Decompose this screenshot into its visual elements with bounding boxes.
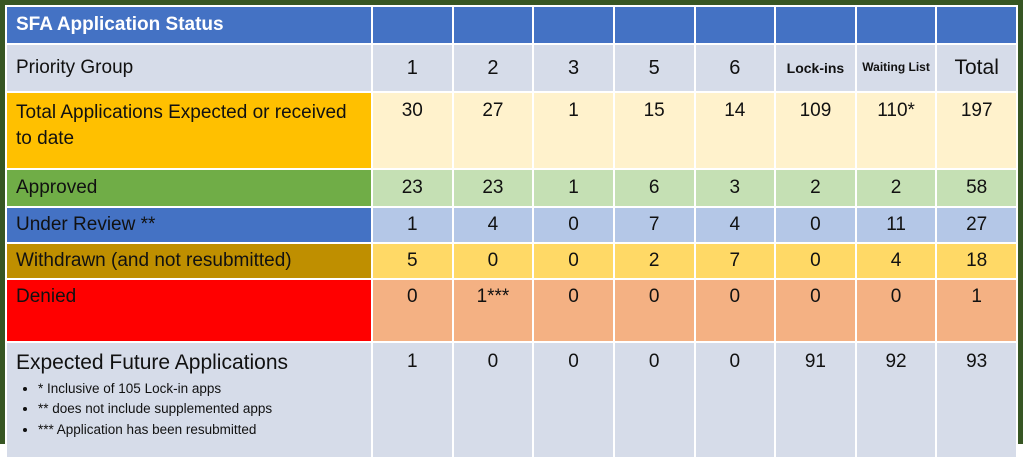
column-header: 1	[371, 43, 454, 93]
status-table: SFA Application Status Priority Group 1 …	[5, 5, 1018, 459]
table-row-denied: Denied 0 1*** 0 0 0 0 0 1	[5, 278, 1018, 343]
footnote: ** does not include supplemented apps	[38, 399, 367, 419]
cell: 0	[854, 278, 938, 343]
cell: 4	[451, 206, 535, 244]
cell: 7	[693, 242, 777, 280]
table-row-total-applications: Total Applications Expected or received …	[5, 91, 1018, 170]
cell: 1	[371, 341, 454, 459]
cell: 0	[532, 341, 615, 459]
title-spacer-cell	[612, 5, 696, 45]
cell: 0	[612, 278, 696, 343]
cell: 0	[451, 242, 535, 280]
table-row-approved: Approved 23 23 1 6 3 2 2 58	[5, 168, 1018, 208]
title-spacer-cell	[774, 5, 857, 45]
cell: 0	[532, 278, 615, 343]
column-header-total: Total	[935, 43, 1018, 93]
cell: 2	[612, 242, 696, 280]
footnote: *** Application has been resubmitted	[38, 420, 367, 440]
sfa-application-status-table: SFA Application Status Priority Group 1 …	[0, 0, 1023, 444]
cell: 1	[371, 206, 454, 244]
cell: 0	[532, 206, 615, 244]
table-row-priority-group: Priority Group 1 2 3 5 6 Lock-ins Waitin…	[5, 43, 1018, 93]
cell: 58	[935, 168, 1018, 208]
column-header: 6	[693, 43, 777, 93]
footnote-list: * Inclusive of 105 Lock-in apps ** does …	[16, 379, 367, 440]
cell: 15	[612, 91, 696, 170]
cell: 27	[451, 91, 535, 170]
cell: 14	[693, 91, 777, 170]
row-label-withdrawn: Withdrawn (and not resubmitted)	[5, 242, 373, 280]
row-label-total-applications: Total Applications Expected or received …	[5, 91, 373, 170]
cell: 18	[935, 242, 1018, 280]
cell: 0	[451, 341, 535, 459]
cell: 5	[371, 242, 454, 280]
title-spacer-cell	[854, 5, 938, 45]
cell: 197	[935, 91, 1018, 170]
row-label-expected-future: Expected Future Applications * Inclusive…	[5, 341, 373, 459]
cell: 7	[612, 206, 696, 244]
cell: 11	[854, 206, 938, 244]
table-title: SFA Application Status	[5, 5, 373, 45]
column-header: 3	[532, 43, 615, 93]
column-header-lock-ins: Lock-ins	[774, 43, 857, 93]
table-row-withdrawn: Withdrawn (and not resubmitted) 5 0 0 2 …	[5, 242, 1018, 280]
cell: 30	[371, 91, 454, 170]
cell: 4	[854, 242, 938, 280]
cell: 1	[935, 278, 1018, 343]
column-header: 2	[451, 43, 535, 93]
cell: 0	[774, 242, 857, 280]
cell: 23	[451, 168, 535, 208]
column-header-waiting-list: Waiting List	[854, 43, 938, 93]
cell: 2	[774, 168, 857, 208]
expected-future-label: Expected Future Applications	[16, 351, 288, 374]
cell: 23	[371, 168, 454, 208]
row-label-denied: Denied	[5, 278, 373, 343]
cell: 3	[693, 168, 777, 208]
cell: 0	[612, 341, 696, 459]
cell: 1***	[451, 278, 535, 343]
cell: 109	[774, 91, 857, 170]
cell: 0	[693, 278, 777, 343]
title-spacer-cell	[371, 5, 454, 45]
cell: 110*	[854, 91, 938, 170]
cell: 0	[371, 278, 454, 343]
table-row-expected-future: Expected Future Applications * Inclusive…	[5, 341, 1018, 459]
cell: 1	[532, 91, 615, 170]
cell: 27	[935, 206, 1018, 244]
row-label-under-review: Under Review **	[5, 206, 373, 244]
title-spacer-cell	[532, 5, 615, 45]
title-spacer-cell	[693, 5, 777, 45]
column-header: 5	[612, 43, 696, 93]
cell: 91	[774, 341, 857, 459]
table-row-title: SFA Application Status	[5, 5, 1018, 45]
cell: 2	[854, 168, 938, 208]
table-row-under-review: Under Review ** 1 4 0 7 4 0 11 27	[5, 206, 1018, 244]
title-spacer-cell	[935, 5, 1018, 45]
cell: 0	[693, 341, 777, 459]
cell: 92	[854, 341, 938, 459]
cell: 93	[935, 341, 1018, 459]
cell: 0	[774, 206, 857, 244]
title-spacer-cell	[451, 5, 535, 45]
row-label-approved: Approved	[5, 168, 373, 208]
cell: 1	[532, 168, 615, 208]
footnote: * Inclusive of 105 Lock-in apps	[38, 379, 367, 399]
cell: 6	[612, 168, 696, 208]
priority-group-label: Priority Group	[5, 43, 373, 93]
cell: 0	[532, 242, 615, 280]
cell: 4	[693, 206, 777, 244]
cell: 0	[774, 278, 857, 343]
